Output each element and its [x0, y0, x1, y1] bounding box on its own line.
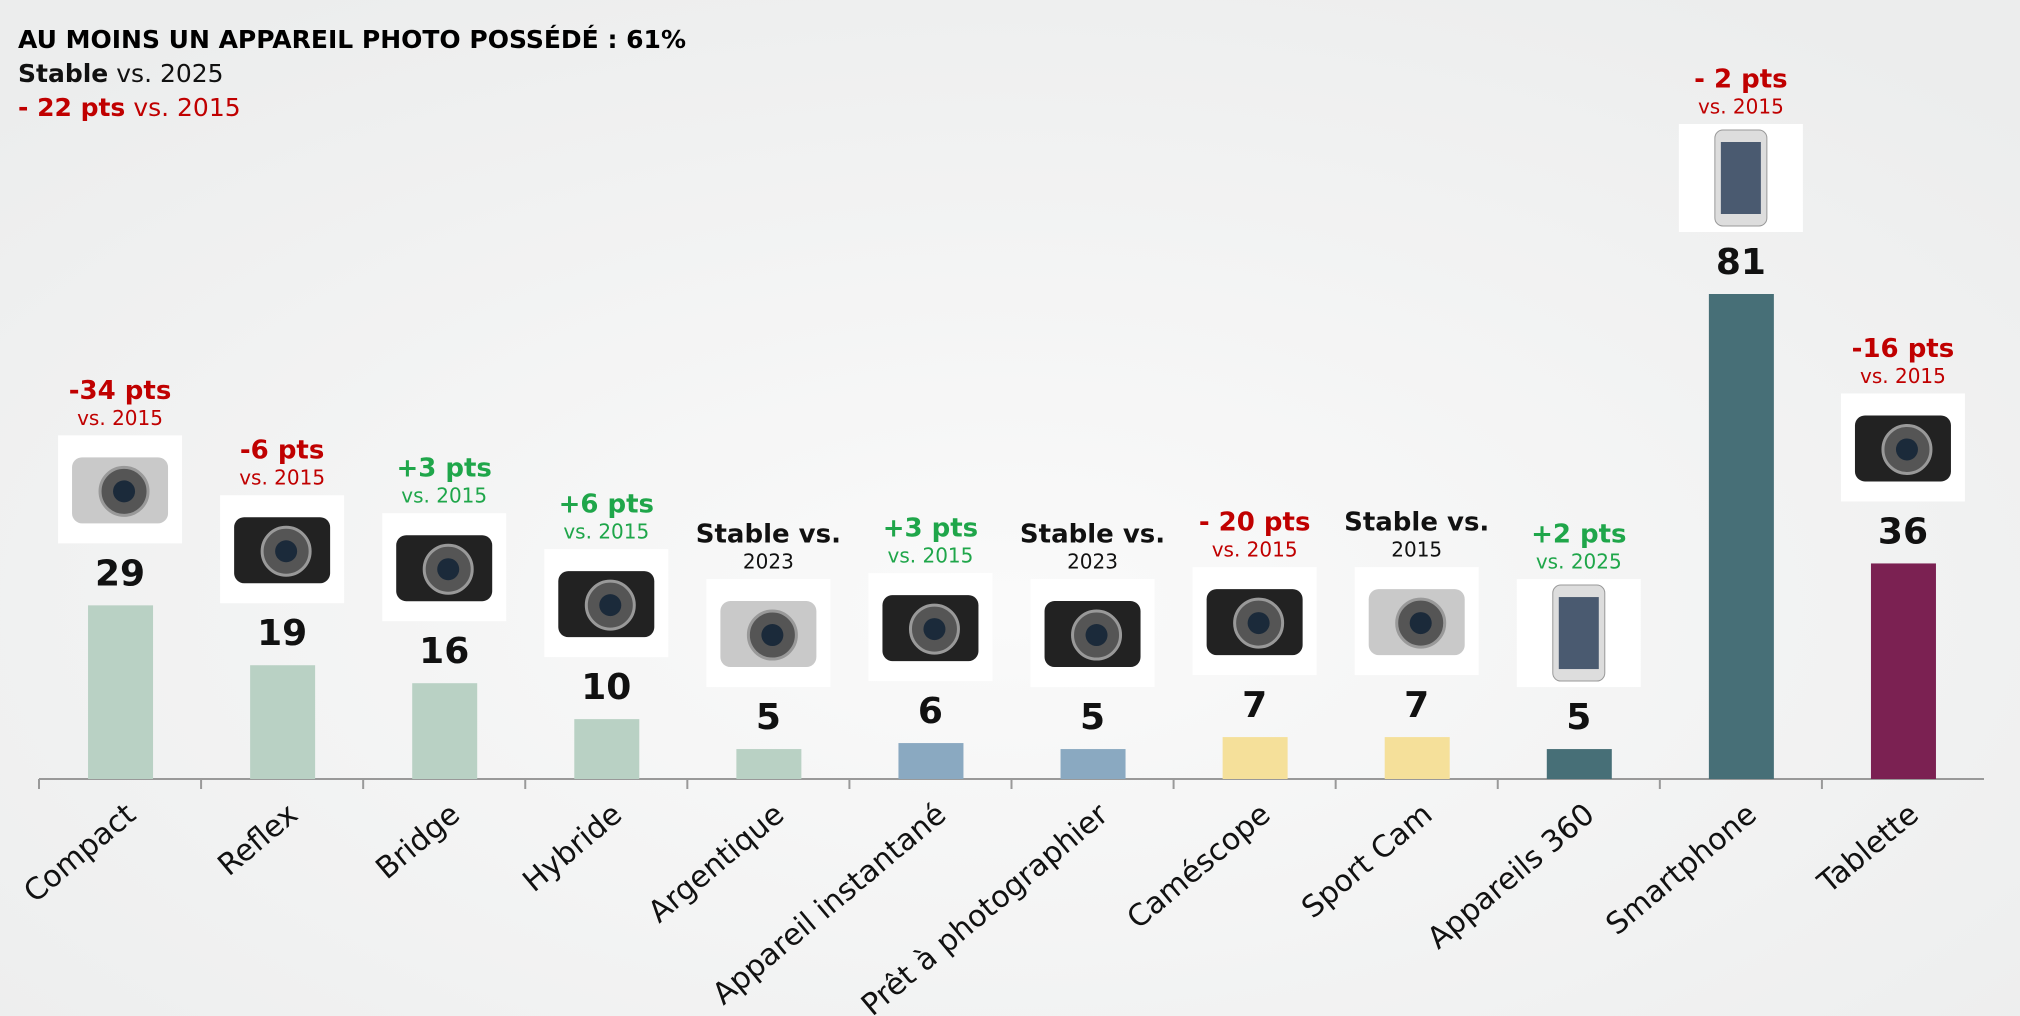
annotation-delta: +3 pts [883, 514, 978, 544]
bar [1222, 737, 1288, 779]
value-label: 19 [257, 613, 307, 654]
device-glass [1247, 612, 1270, 635]
subtitle-strong: - 22 pts [18, 93, 125, 122]
value-label: 5 [1566, 697, 1591, 738]
annotation-ref: 2023 [1067, 550, 1118, 574]
annotation-delta: - 2 pts [1694, 65, 1788, 95]
annotation-delta: Stable vs. [1344, 508, 1489, 538]
value-label: 5 [756, 697, 781, 738]
value-label: 36 [1878, 511, 1928, 552]
annotation-delta: -6 pts [240, 436, 324, 466]
bar [1384, 737, 1450, 779]
annotation-ref: vs. 2015 [401, 484, 487, 508]
value-label: 29 [95, 553, 145, 594]
bar [736, 749, 802, 779]
annotation-ref: 2023 [743, 550, 794, 574]
annotation-ref: 2015 [1391, 538, 1442, 562]
bar [1060, 749, 1126, 779]
device-glass [923, 618, 946, 641]
bar [574, 719, 640, 779]
annotation-ref: vs. 2015 [1698, 95, 1784, 119]
subtitle-strong: Stable [18, 59, 108, 88]
device-glass [113, 480, 136, 503]
annotation-delta: Stable vs. [1020, 520, 1165, 550]
bar [1708, 294, 1774, 779]
value-label: 16 [419, 631, 469, 672]
annotation-delta: -16 pts [1852, 334, 1955, 364]
annotation-delta: - 20 pts [1199, 508, 1311, 538]
device-glass [1409, 612, 1432, 635]
annotation-ref: vs. 2015 [563, 520, 649, 544]
annotation-ref: vs. 2025 [1536, 550, 1622, 574]
chart-title: AU MOINS UN APPAREIL PHOTO POSSÉDÉ : 61% [18, 25, 686, 54]
subtitle-rest: vs. 2025 [116, 59, 223, 88]
annotation-delta: +6 pts [559, 490, 654, 520]
value-label: 6 [918, 691, 943, 732]
bar [1546, 749, 1612, 779]
subtitle-rest: vs. 2015 [133, 93, 240, 122]
value-label: 7 [1404, 685, 1429, 726]
bar [412, 683, 478, 779]
device-glass [1895, 438, 1918, 461]
bar [250, 665, 316, 779]
annotation-delta: +3 pts [396, 454, 491, 484]
bar [88, 605, 154, 779]
value-label: 10 [581, 667, 631, 708]
annotation-ref: vs. 2015 [77, 406, 163, 430]
annotation-delta: +2 pts [1531, 520, 1626, 550]
value-label: 81 [1716, 242, 1766, 283]
annotation-delta: Stable vs. [696, 520, 841, 550]
device-glass [1085, 624, 1108, 647]
device-glass [275, 540, 298, 563]
bar [898, 743, 964, 779]
device-glass [761, 624, 784, 647]
device-screen [1720, 142, 1761, 214]
annotation-ref: vs. 2015 [239, 466, 325, 490]
value-label: 7 [1242, 685, 1267, 726]
annotation-ref: vs. 2015 [888, 544, 974, 568]
annotation-ref: vs. 2015 [1212, 538, 1298, 562]
device-screen [1558, 597, 1599, 670]
annotation-ref: vs. 2015 [1860, 364, 1946, 388]
subtitle: Stable vs. 2025 [18, 59, 224, 88]
device-glass [437, 558, 460, 581]
value-label: 5 [1080, 697, 1105, 738]
bar [1870, 563, 1936, 779]
subtitle: - 22 pts vs. 2015 [18, 93, 241, 122]
device-glass [599, 594, 622, 617]
annotation-delta: -34 pts [69, 376, 172, 406]
